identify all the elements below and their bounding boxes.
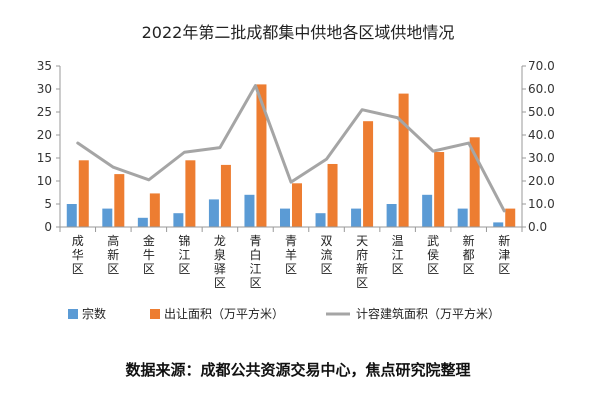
left-axis-ticks: 0 5 10 15 20 25 30 35: [37, 59, 52, 234]
bar-count: [173, 213, 184, 227]
legend-label: 出让面积（万平方米）: [164, 306, 284, 321]
bar-count: [137, 217, 148, 227]
bar-count: [493, 222, 504, 227]
bar-count: [351, 208, 362, 227]
bar-area: [185, 160, 196, 227]
line-series: [76, 84, 506, 213]
bar-area: [292, 183, 302, 227]
category-label: 成华区: [72, 234, 84, 276]
category-label: 武侯区: [427, 234, 439, 276]
bar-count: [102, 208, 113, 227]
category-label: 青羊区: [285, 234, 297, 276]
right-tick-label: 70.0: [528, 59, 555, 73]
left-tick-label: 20: [37, 128, 52, 142]
left-tick-label: 25: [37, 105, 52, 119]
bar-area: [149, 193, 160, 227]
category-label: 锦江区: [178, 234, 190, 276]
bar-area: [78, 160, 89, 227]
bar-area: [398, 93, 409, 227]
category-label: 龙泉驿区: [214, 234, 226, 290]
category-label: 新津区: [498, 233, 510, 276]
source-note: 数据来源：成都公共资源交易中心，焦点研究院整理: [125, 361, 470, 379]
bar-count: [244, 194, 255, 227]
left-tick-label: 15: [37, 151, 52, 165]
bar-series: [66, 84, 516, 228]
category-label: 高新区: [107, 233, 119, 276]
bar-count: [208, 199, 219, 227]
bar-area: [256, 84, 267, 228]
bar-count: [386, 204, 397, 227]
category-label: 温江区: [392, 234, 404, 276]
left-tick-label: 10: [37, 174, 52, 188]
legend: 宗数 出让面积（万平方米） 计容建筑面积（万平方米）: [68, 306, 500, 321]
bar-count: [315, 213, 326, 227]
category-labels: 成华区 高新区 金牛区 锦江区 龙泉驿区 青白江区 青羊区 双流区 天府新区 温江区 武侯区 新都区 新…: [72, 233, 510, 290]
chart-title: 2022年第二批成都集中供地各区域供地情况: [142, 23, 455, 42]
bar-area: [220, 164, 231, 227]
legend-label: 计容建筑面积（万平方米）: [356, 306, 500, 321]
axes: [56, 65, 526, 232]
bar-area: [469, 137, 480, 227]
legend-swatch: [68, 309, 78, 319]
bar-count: [457, 208, 468, 227]
category-label: 天府新区: [356, 234, 368, 290]
right-tick-label: 60.0: [528, 82, 555, 96]
bar-area: [505, 208, 516, 227]
legend-swatch: [150, 309, 160, 319]
category-label: 青白江区: [249, 234, 261, 290]
category-label: 金牛区: [143, 233, 155, 276]
bar-count: [422, 194, 433, 227]
right-tick-label: 40.0: [528, 128, 555, 142]
bar-area: [114, 174, 125, 227]
right-tick-label: 30.0: [528, 151, 555, 165]
right-tick-label: 20.0: [528, 174, 555, 188]
category-label: 双流区: [321, 234, 333, 276]
bar-count: [66, 204, 77, 227]
left-tick-label: 5: [44, 197, 52, 211]
right-tick-label: 0.0: [528, 220, 547, 234]
bar-area: [363, 121, 374, 227]
bar-area: [434, 152, 445, 227]
bar-area: [327, 163, 338, 227]
legend-label: 宗数: [82, 306, 106, 321]
right-tick-label: 10.0: [528, 197, 555, 211]
left-tick-label: 0: [44, 220, 52, 234]
right-tick-label: 50.0: [528, 105, 555, 119]
left-tick-label: 30: [37, 82, 52, 96]
left-tick-label: 35: [37, 59, 52, 73]
right-axis-ticks: 0.0 10.0 20.0 30.0 40.0 50.0 60.0 70.0: [528, 59, 555, 234]
bar-count: [280, 208, 290, 227]
category-label: 新都区: [463, 233, 475, 276]
